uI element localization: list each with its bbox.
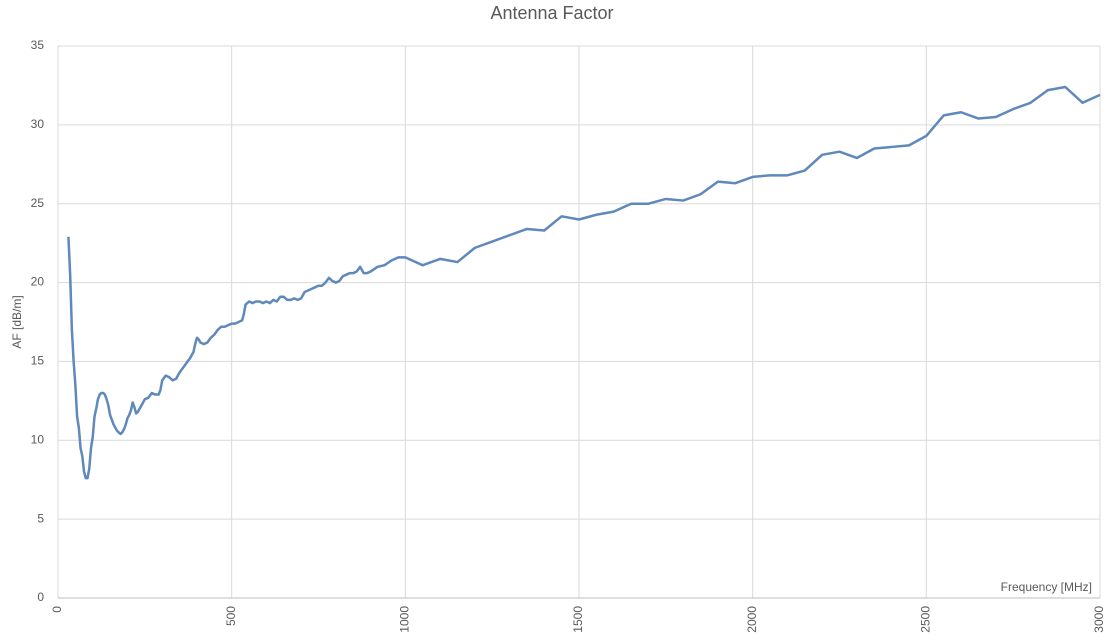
- y-tick-label: 35: [31, 38, 45, 52]
- y-tick-label: 20: [31, 275, 45, 289]
- data-line: [67, 85, 1101, 480]
- x-tick-label: 3000: [1092, 606, 1106, 633]
- y-tick-label: 5: [37, 511, 44, 525]
- y-tick-label: 30: [31, 117, 45, 131]
- y-axis-label: AF [dB/m]: [10, 295, 24, 348]
- x-tick-label: 1000: [398, 606, 412, 633]
- chart-title: Antenna Factor: [490, 3, 613, 23]
- x-tick-label: 2500: [919, 606, 933, 633]
- x-tick-label: 2000: [745, 606, 759, 633]
- x-tick-label: 1500: [571, 606, 585, 633]
- y-tick-label: 15: [31, 354, 45, 368]
- x-tick-label: 0: [50, 606, 64, 613]
- y-tick-label: 25: [31, 196, 45, 210]
- x-axis-label: Frequency [MHz]: [1001, 580, 1092, 594]
- x-tick-label: 500: [224, 606, 238, 626]
- y-tick-label: 0: [37, 590, 44, 604]
- y-tick-label: 10: [31, 432, 45, 446]
